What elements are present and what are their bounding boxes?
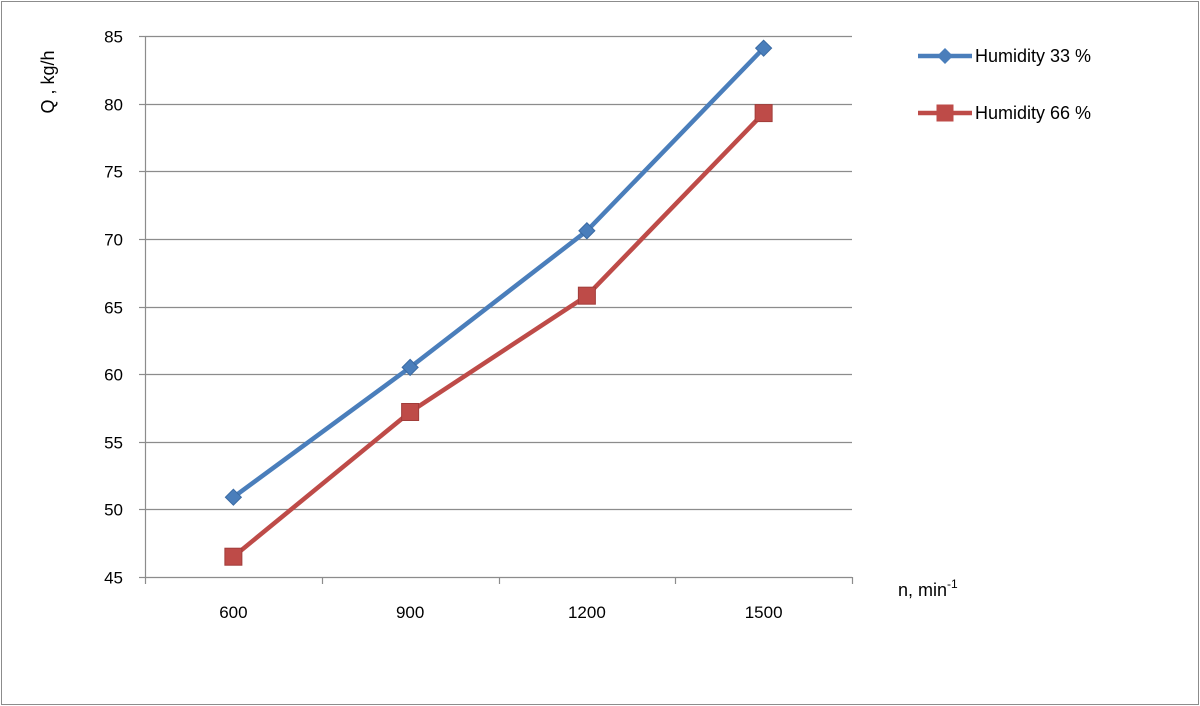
x-axis-title-text: n, min [898, 580, 947, 600]
y-tick-label: 50 [104, 501, 123, 520]
gridlines [145, 35, 852, 511]
data-point [754, 104, 773, 123]
y-axis-title: Q , kg/h [38, 50, 58, 113]
y-tick-label: 65 [104, 299, 123, 318]
legend: Humidity 33 % Humidity 66 % [918, 46, 1091, 123]
x-axis-title-superscript: -1 [947, 577, 958, 591]
x-tick-label: 1500 [745, 603, 783, 622]
y-tick-label: 70 [104, 231, 123, 250]
axes [139, 35, 854, 584]
data-point [401, 402, 420, 421]
legend-item-1: Humidity 33 % [918, 46, 1091, 66]
y-tick-label: 85 [104, 28, 123, 47]
legend-item-2: Humidity 66 % [918, 103, 1091, 123]
x-tick-label: 1200 [568, 603, 606, 622]
data-point [754, 39, 773, 57]
y-tick-label: 80 [104, 96, 123, 115]
series-line [231, 111, 766, 559]
y-tick-label: 75 [104, 163, 123, 182]
y-tick-label: 60 [104, 366, 123, 385]
x-axis-title: n, min-1 [898, 577, 958, 600]
series-layer [224, 39, 773, 566]
x-tick-label: 600 [219, 603, 247, 622]
legend-label: Humidity 66 % [975, 103, 1091, 123]
y-tick-label: 55 [104, 434, 123, 453]
legend-label: Humidity 33 % [975, 46, 1091, 66]
series-line [232, 46, 766, 500]
y-tick-label: 45 [104, 569, 123, 588]
legend-marker [936, 104, 954, 122]
data-point [224, 547, 243, 566]
y-tick-labels: 45 50 55 60 65 70 75 80 85 [104, 28, 123, 588]
x-tick-labels: 600 900 1200 1500 [219, 603, 782, 622]
series-1 [224, 39, 773, 506]
data-point [401, 358, 419, 377]
data-point [578, 222, 596, 240]
series-2 [224, 104, 773, 566]
x-tick-label: 900 [396, 603, 424, 622]
legend-marker [937, 48, 953, 64]
data-point [224, 488, 243, 506]
data-point [577, 286, 596, 305]
